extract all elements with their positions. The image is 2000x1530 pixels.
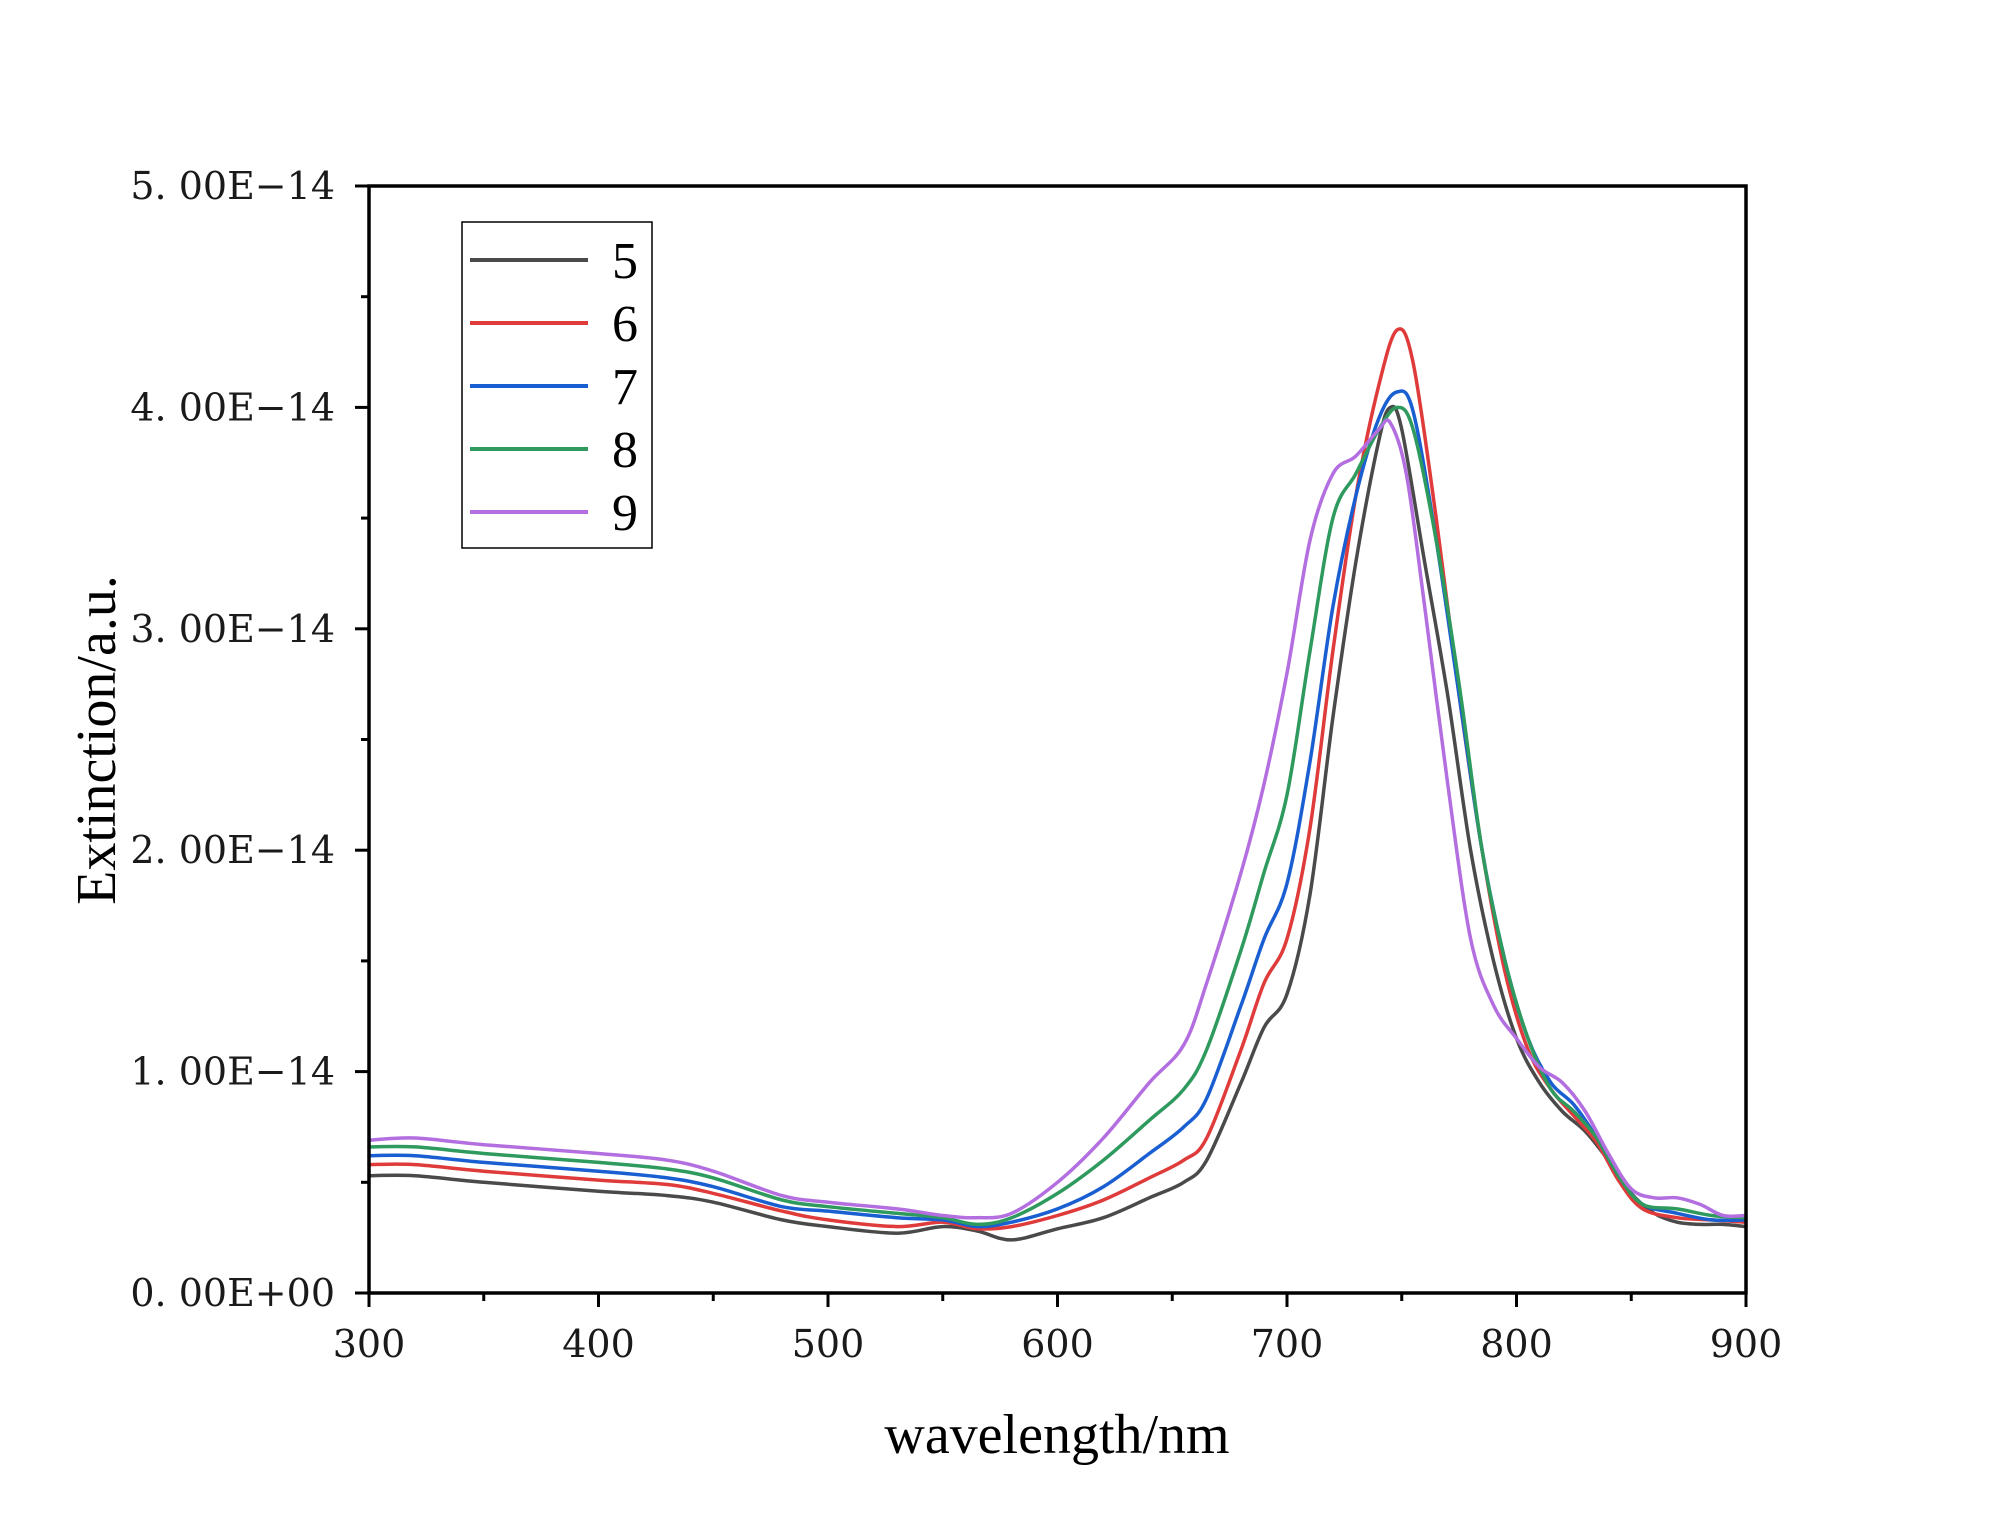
series-line-8 — [367, 405, 1748, 1227]
series-line-5 — [367, 404, 1748, 1242]
y-tick-label: 4. 00E−14 — [130, 385, 335, 429]
y-axis-ticks: 0. 00E+00 1. 00E−14 2. 00E−14 3. 00E−14 4. 0… — [130, 164, 369, 1315]
y-tick-label: 5. 00E−14 — [130, 164, 335, 208]
series-layer — [367, 327, 1748, 1242]
y-tick-label: 1. 00E−14 — [130, 1050, 335, 1094]
x-axis-title: wavelength/nm — [884, 1404, 1229, 1466]
legend-label-7: 7 — [612, 359, 638, 416]
x-tick-label: 600 — [1021, 1322, 1094, 1366]
x-tick-label: 700 — [1251, 1322, 1324, 1366]
legend-label-6: 6 — [612, 296, 638, 353]
legend: 5 6 7 8 9 — [461, 221, 653, 549]
y-tick-label: 2. 00E−14 — [130, 828, 335, 872]
y-tick-label: 3. 00E−14 — [130, 607, 335, 651]
x-tick-label: 300 — [333, 1322, 406, 1366]
x-tick-label: 800 — [1480, 1322, 1553, 1366]
y-axis-title: Extinction/a.u. — [66, 575, 128, 905]
legend-label-8: 8 — [612, 422, 638, 479]
x-tick-label: 400 — [562, 1322, 635, 1366]
series-line-9 — [367, 418, 1748, 1220]
y-tick-label: 0. 00E+00 — [130, 1271, 335, 1315]
x-axis-ticks: 300 400 500 600 700 800 900 — [333, 1293, 1783, 1366]
legend-label-5: 5 — [612, 233, 638, 290]
x-tick-label: 500 — [792, 1322, 865, 1366]
series-line-7 — [367, 389, 1748, 1229]
x-tick-label: 900 — [1710, 1322, 1783, 1366]
legend-label-9: 9 — [612, 485, 638, 542]
